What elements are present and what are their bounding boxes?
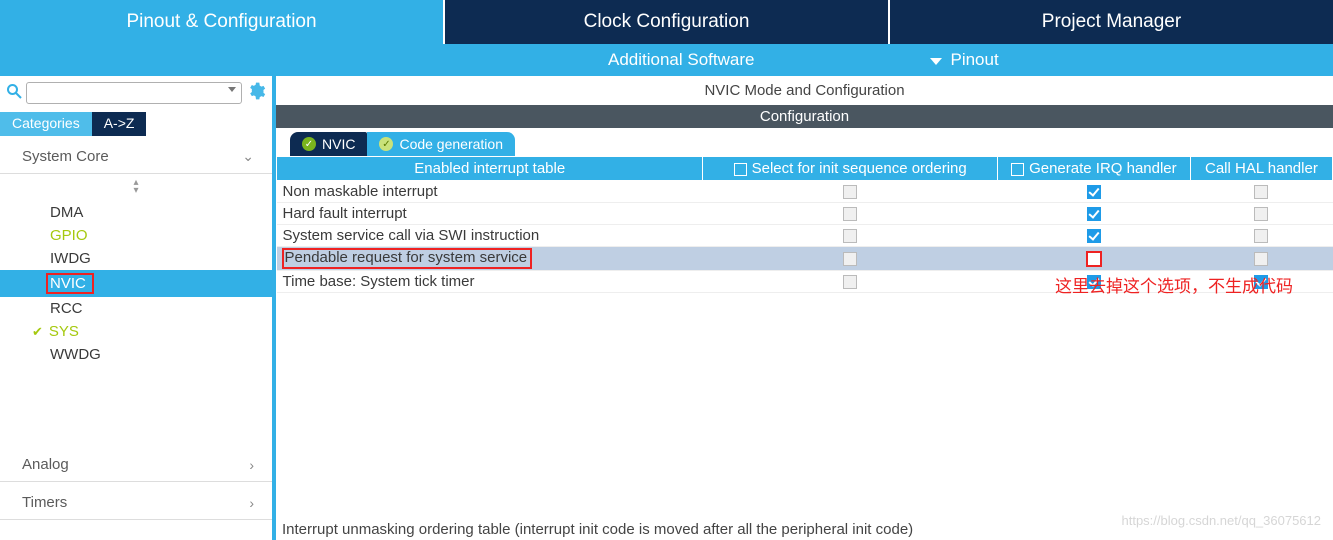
checkbox[interactable] bbox=[843, 229, 857, 243]
chevron-down-icon bbox=[930, 58, 942, 65]
sidebar-tabs: Categories A->Z bbox=[0, 112, 272, 136]
content-pane: NVIC Mode and Configuration Configuratio… bbox=[276, 76, 1333, 540]
table-row[interactable]: Non maskable interrupt bbox=[277, 181, 1333, 203]
subnav-pinout[interactable]: Pinout bbox=[930, 50, 998, 70]
inner-tabs: ✓ NVIC ✓ Code generation bbox=[290, 132, 1333, 156]
subnav-additional-software[interactable]: Additional Software bbox=[608, 50, 754, 70]
footer-note: Interrupt unmasking ordering table (inte… bbox=[276, 519, 919, 540]
tab-pinout-config[interactable]: Pinout & Configuration bbox=[0, 0, 445, 44]
checkbox[interactable] bbox=[1254, 252, 1268, 266]
table-row[interactable]: Hard fault interrupt bbox=[277, 203, 1333, 225]
section-system-core-body: ▴▾ DMA GPIO IWDG NVIC RCC ✔SYS WWDG bbox=[0, 174, 272, 384]
highlight-box: NVIC bbox=[46, 273, 94, 294]
row-label: Hard fault interrupt bbox=[277, 203, 703, 225]
chevron-right-icon: › bbox=[249, 495, 254, 511]
sidebar-item-sys[interactable]: ✔SYS bbox=[0, 320, 272, 343]
chevron-right-icon: › bbox=[249, 457, 254, 473]
section-analog[interactable]: Analog › bbox=[0, 444, 272, 482]
sidebar-item-dma[interactable]: DMA bbox=[0, 201, 272, 224]
table-row[interactable]: Pendable request for system service bbox=[277, 247, 1333, 271]
checkbox[interactable] bbox=[1087, 207, 1101, 221]
checkbox-icon[interactable] bbox=[1011, 163, 1024, 176]
content-title: NVIC Mode and Configuration bbox=[276, 76, 1333, 105]
row-label: Pendable request for system service bbox=[277, 247, 703, 271]
section-label: Timers bbox=[22, 494, 67, 511]
table-header-enabled[interactable]: Enabled interrupt table bbox=[277, 157, 703, 181]
row-label: System service call via SWI instruction bbox=[277, 225, 703, 247]
sidebar-item-wwdg[interactable]: WWDG bbox=[0, 343, 272, 366]
gear-icon[interactable] bbox=[246, 81, 266, 106]
search-input[interactable] bbox=[26, 82, 242, 104]
collapse-grip-icon[interactable]: ▴▾ bbox=[0, 176, 272, 201]
table-header-irq[interactable]: Generate IRQ handler bbox=[997, 157, 1190, 181]
sidebar: Categories A->Z System Core ⌄ ▴▾ DMA GPI… bbox=[0, 76, 276, 540]
row-label: Non maskable interrupt bbox=[277, 181, 703, 203]
ok-badge-icon: ✓ bbox=[302, 137, 316, 151]
tab-clock-config[interactable]: Clock Configuration bbox=[445, 0, 890, 44]
checkbox[interactable] bbox=[1087, 229, 1101, 243]
watermark: https://blog.csdn.net/qq_36075612 bbox=[1122, 513, 1322, 528]
checkbox-icon[interactable] bbox=[734, 163, 747, 176]
checkbox[interactable] bbox=[843, 207, 857, 221]
checkbox[interactable] bbox=[1087, 252, 1101, 266]
top-nav: Pinout & Configuration Clock Configurati… bbox=[0, 0, 1333, 44]
section-label: Analog bbox=[22, 456, 69, 473]
combo-chevron-icon[interactable] bbox=[228, 87, 236, 92]
checkbox[interactable] bbox=[1087, 185, 1101, 199]
inner-tab-nvic[interactable]: ✓ NVIC bbox=[290, 132, 367, 156]
sidebar-tab-az[interactable]: A->Z bbox=[92, 112, 147, 136]
chevron-down-icon: ⌄ bbox=[242, 148, 254, 165]
section-timers[interactable]: Timers › bbox=[0, 482, 272, 520]
checkbox[interactable] bbox=[843, 275, 857, 289]
search-icon[interactable] bbox=[6, 83, 22, 104]
table-header-hal[interactable]: Call HAL handler bbox=[1190, 157, 1332, 181]
sidebar-item-nvic[interactable]: NVIC bbox=[0, 270, 272, 297]
check-icon: ✔ bbox=[32, 324, 43, 340]
ok-badge-icon: ✓ bbox=[379, 137, 393, 151]
checkbox[interactable] bbox=[843, 252, 857, 266]
sidebar-item-rcc[interactable]: RCC bbox=[0, 297, 272, 320]
configuration-bar: Configuration bbox=[276, 105, 1333, 128]
tab-project-manager[interactable]: Project Manager bbox=[890, 0, 1333, 44]
subnav-pinout-label: Pinout bbox=[950, 50, 998, 70]
table-header-select[interactable]: Select for init sequence ordering bbox=[703, 157, 997, 181]
checkbox[interactable] bbox=[843, 185, 857, 199]
sidebar-search-row bbox=[0, 76, 272, 112]
sidebar-tab-categories[interactable]: Categories bbox=[0, 112, 92, 136]
checkbox[interactable] bbox=[1254, 229, 1268, 243]
sub-nav: Additional Software Pinout bbox=[0, 44, 1333, 76]
section-label: System Core bbox=[22, 148, 109, 165]
checkbox[interactable] bbox=[1254, 207, 1268, 221]
table-row[interactable]: System service call via SWI instruction bbox=[277, 225, 1333, 247]
sidebar-item-iwdg[interactable]: IWDG bbox=[0, 247, 272, 270]
sidebar-item-gpio[interactable]: GPIO bbox=[0, 224, 272, 247]
inner-tab-codegen[interactable]: ✓ Code generation bbox=[367, 132, 515, 156]
annotation-text: 这里去掉这个选项，不生成代码 bbox=[1055, 272, 1293, 297]
row-label: Time base: System tick timer bbox=[277, 271, 703, 293]
section-system-core[interactable]: System Core ⌄ bbox=[0, 136, 272, 174]
checkbox[interactable] bbox=[1254, 185, 1268, 199]
